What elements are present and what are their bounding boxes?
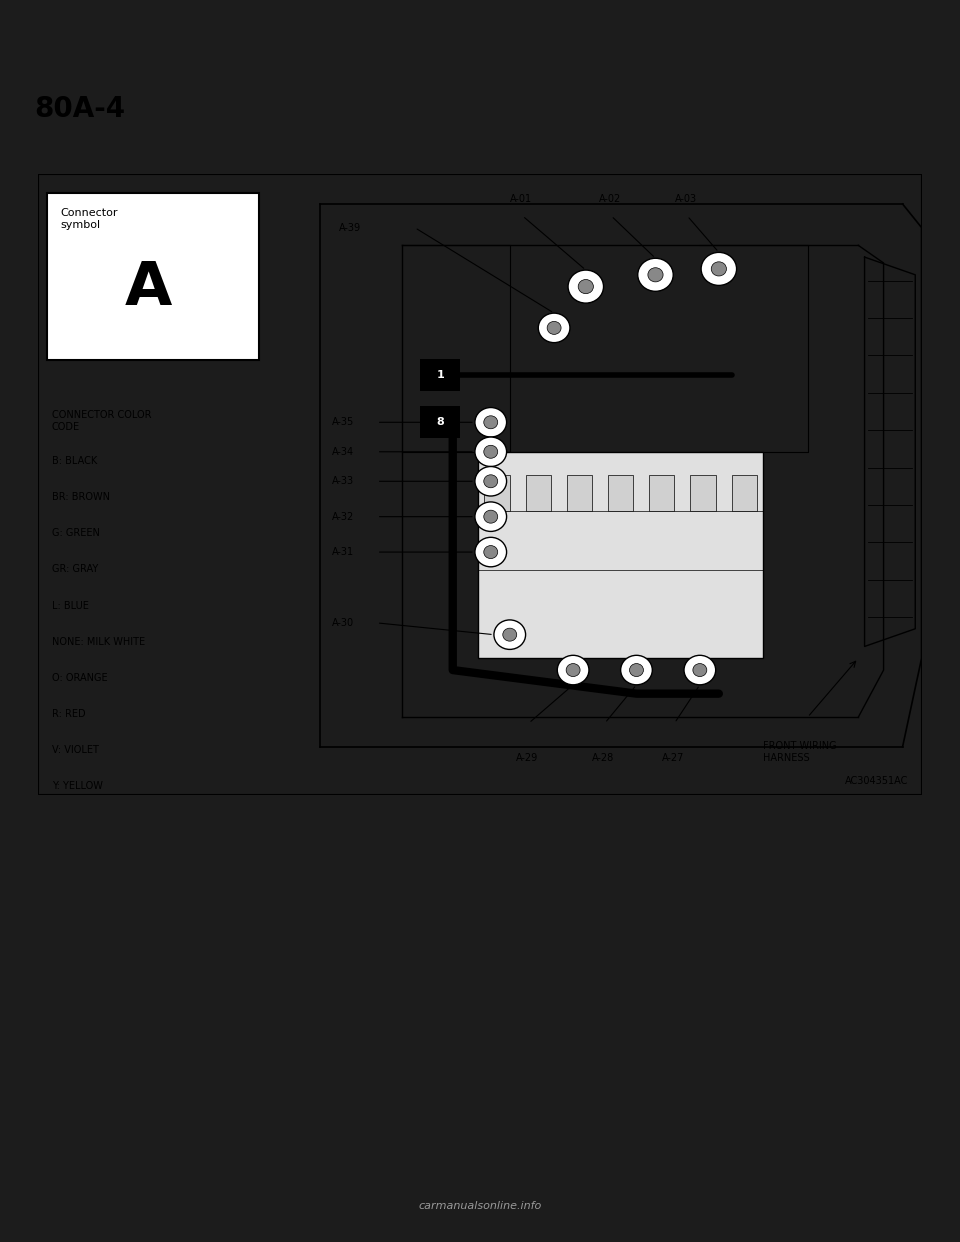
Bar	[732, 476, 756, 510]
Text: BR: BROWN: BR: BROWN	[52, 492, 109, 503]
Text: AC304351AC: AC304351AC	[845, 775, 908, 786]
Text: GR: GRAY: GR: GRAY	[52, 564, 98, 575]
Text: A-31: A-31	[332, 546, 354, 558]
Circle shape	[566, 663, 580, 677]
Text: A-27: A-27	[661, 753, 684, 763]
Circle shape	[484, 446, 497, 458]
Circle shape	[693, 663, 707, 677]
Circle shape	[484, 545, 497, 559]
Circle shape	[711, 262, 727, 276]
Circle shape	[637, 258, 673, 292]
Text: V: VIOLET: V: VIOLET	[52, 745, 99, 755]
Bar	[47, 193, 259, 360]
Text: 1: 1	[436, 370, 444, 380]
Text: 80A-4: 80A-4	[35, 94, 126, 123]
Text: carmanualsonline.info: carmanualsonline.info	[419, 1201, 541, 1211]
Circle shape	[484, 474, 497, 488]
Text: A-01: A-01	[510, 194, 532, 204]
Text: A-29: A-29	[516, 753, 539, 763]
Bar	[525, 476, 551, 510]
Circle shape	[475, 502, 507, 532]
Circle shape	[684, 656, 715, 684]
Text: A-03: A-03	[675, 194, 697, 204]
Bar	[478, 452, 763, 658]
Bar	[608, 476, 634, 510]
Text: CONNECTOR COLOR
CODE: CONNECTOR COLOR CODE	[52, 410, 151, 432]
Circle shape	[484, 416, 497, 428]
Text: A: A	[125, 260, 173, 318]
Circle shape	[701, 252, 736, 286]
Text: A-34: A-34	[332, 447, 354, 457]
Circle shape	[557, 656, 588, 684]
Text: A-30: A-30	[332, 617, 354, 628]
Circle shape	[539, 313, 570, 343]
FancyBboxPatch shape	[420, 406, 461, 438]
Bar	[566, 476, 592, 510]
Circle shape	[475, 467, 507, 496]
Circle shape	[630, 663, 643, 677]
Circle shape	[493, 620, 526, 650]
Text: A-32: A-32	[332, 512, 354, 522]
Text: O: ORANGE: O: ORANGE	[52, 673, 108, 683]
Text: NONE: MILK WHITE: NONE: MILK WHITE	[52, 637, 145, 647]
Circle shape	[475, 437, 507, 467]
Circle shape	[648, 268, 663, 282]
Text: L: BLUE: L: BLUE	[52, 601, 88, 611]
Text: B: BLACK: B: BLACK	[52, 457, 97, 467]
Text: 8: 8	[436, 417, 444, 427]
Circle shape	[484, 510, 497, 523]
Text: Connector
symbol: Connector symbol	[60, 209, 118, 231]
Circle shape	[503, 628, 516, 641]
Circle shape	[475, 407, 507, 437]
Text: FRONT WIRING
HARNESS: FRONT WIRING HARNESS	[763, 740, 837, 764]
Circle shape	[547, 322, 561, 334]
Circle shape	[568, 270, 604, 303]
Text: A-39: A-39	[339, 222, 361, 232]
Bar	[485, 476, 510, 510]
Text: A-33: A-33	[332, 476, 354, 487]
Bar	[649, 476, 675, 510]
Text: A-02: A-02	[598, 194, 621, 204]
Text: A-28: A-28	[592, 753, 614, 763]
Bar	[690, 476, 716, 510]
Circle shape	[578, 279, 593, 293]
Text: G: GREEN: G: GREEN	[52, 529, 100, 539]
Text: Y: YELLOW: Y: YELLOW	[52, 781, 103, 791]
Circle shape	[620, 656, 653, 684]
Text: R: RED: R: RED	[52, 708, 85, 719]
Text: A-35: A-35	[332, 417, 354, 427]
FancyBboxPatch shape	[420, 359, 461, 391]
Circle shape	[475, 538, 507, 566]
